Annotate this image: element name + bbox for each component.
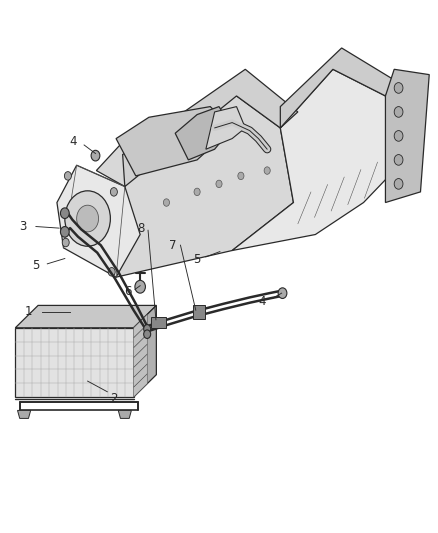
Circle shape [394,131,403,141]
Circle shape [264,167,270,174]
Polygon shape [134,324,147,348]
Polygon shape [385,69,429,203]
Circle shape [194,188,200,196]
Polygon shape [15,328,134,397]
Circle shape [144,330,151,338]
Text: 3: 3 [19,220,26,233]
Polygon shape [134,314,147,338]
Circle shape [238,172,244,180]
Circle shape [163,199,170,206]
Circle shape [110,188,117,196]
Polygon shape [193,305,205,319]
Text: 5: 5 [194,253,201,265]
Polygon shape [18,410,31,418]
Text: 7: 7 [169,239,177,252]
Circle shape [64,172,71,180]
Polygon shape [134,374,147,397]
Circle shape [135,280,145,293]
Polygon shape [134,344,147,367]
Polygon shape [118,410,131,418]
Circle shape [91,150,100,161]
Circle shape [394,179,403,189]
Text: 2: 2 [110,392,118,405]
Circle shape [394,155,403,165]
Text: 8: 8 [138,222,145,235]
Text: 6: 6 [124,285,132,297]
Polygon shape [151,317,166,328]
Polygon shape [232,69,394,251]
Text: 5: 5 [32,259,39,272]
Polygon shape [116,107,232,176]
Circle shape [108,268,115,276]
Polygon shape [134,364,147,387]
Polygon shape [206,107,245,149]
Circle shape [60,208,69,219]
Circle shape [65,191,110,246]
Circle shape [216,180,222,188]
Circle shape [62,238,69,247]
Polygon shape [134,334,147,358]
Polygon shape [123,69,298,187]
Text: 1: 1 [25,305,32,318]
Polygon shape [134,354,147,377]
Circle shape [144,325,151,333]
Circle shape [60,227,69,237]
Text: 4: 4 [70,135,78,148]
Polygon shape [280,48,394,128]
Polygon shape [96,96,293,277]
Circle shape [394,83,403,93]
Circle shape [394,107,403,117]
Polygon shape [57,165,140,277]
Text: 4: 4 [258,295,266,308]
Circle shape [278,288,287,298]
Polygon shape [175,107,232,160]
Polygon shape [15,305,156,328]
Polygon shape [134,305,156,397]
Circle shape [77,205,99,232]
